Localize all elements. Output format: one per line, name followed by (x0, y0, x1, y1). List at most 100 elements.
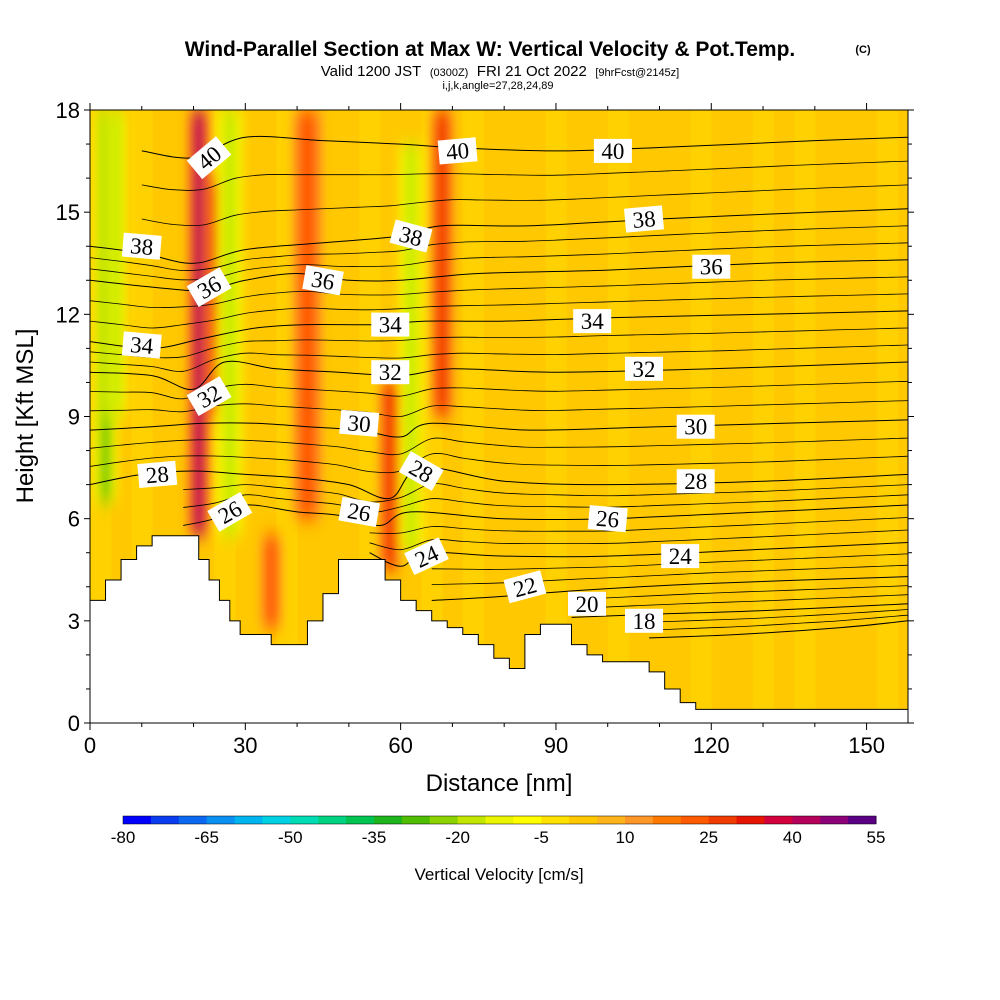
contour-label-box (587, 505, 628, 533)
texture-stripe (483, 110, 506, 723)
contour-label: 32 (371, 360, 410, 385)
texture-stripe (566, 110, 589, 723)
colorbar-segment (625, 816, 654, 824)
contour-label: 22 (503, 570, 547, 604)
x-tick-label: 0 (84, 733, 96, 758)
y-tick-label: 15 (56, 200, 80, 225)
texture-stripe (649, 110, 671, 723)
theta-contour-line (571, 603, 908, 618)
contour-label-text: 30 (347, 410, 372, 437)
contour-label-box (437, 137, 478, 165)
contour-label-text: 24 (669, 544, 693, 569)
texture-stripe (835, 110, 858, 723)
contour-label: 28 (676, 469, 715, 494)
contour-label-text: 30 (684, 415, 707, 440)
forecast-label: [9hrFcst@2145z] (595, 67, 679, 79)
colorbar-segment (178, 816, 208, 824)
contour-label-text: 26 (595, 506, 620, 533)
colorbar-tick-label: 25 (699, 828, 718, 847)
contour-label-text: 36 (309, 266, 336, 295)
colorbar-segment (429, 816, 459, 824)
texture-stripe (814, 110, 837, 723)
contour-label: 32 (625, 356, 663, 382)
colorbar-segment (485, 816, 514, 824)
contour-label: 34 (371, 312, 410, 338)
theta-contour-line (369, 517, 908, 534)
theta-contour-line (649, 620, 908, 639)
theta-contour-line (369, 529, 908, 551)
velocity-band (298, 110, 317, 519)
contour-label-text: 26 (346, 498, 373, 527)
contour-label-box (573, 309, 612, 334)
colorbar-segment (262, 816, 291, 824)
terrain (90, 535, 908, 723)
theta-contours (90, 135, 908, 639)
velocity-band (111, 110, 121, 417)
colorbar-segment (457, 816, 487, 824)
colorbar-segment (318, 816, 347, 824)
theta-contour-line (90, 327, 908, 359)
chart-title: Wind-Parallel Section at Max W: Vertical… (185, 38, 796, 61)
theta-contour-line (90, 453, 908, 474)
theta-contour-line (90, 293, 908, 329)
indices-label: i,j,k,angle=27,28,24,89 (442, 80, 553, 92)
texture-stripe (731, 110, 754, 723)
texture-stripe (545, 110, 568, 723)
contour-label-text: 34 (379, 313, 403, 338)
colorbar-segment (569, 816, 598, 824)
theta-contour-line (141, 184, 908, 227)
colorbar-segment (123, 816, 152, 824)
y-axis-label: Height [Kft MSL] (12, 329, 39, 504)
theta-contour-line (141, 160, 908, 191)
contour-label-box (338, 496, 380, 528)
velocity-band (385, 382, 396, 570)
contour-label-box (503, 570, 547, 604)
colorbar: -80 -65 -50 -35 -20 -5 10 25 40 55 (111, 815, 885, 847)
contour-label: 24 (661, 544, 700, 569)
theta-contour-line (183, 494, 908, 513)
texture-stripe (524, 110, 547, 723)
texture-stripe (276, 110, 299, 723)
colorbar-label: Vertical Velocity [cm/s] (414, 865, 583, 884)
y-tick-label: 9 (68, 405, 80, 430)
texture-stripe (462, 110, 485, 723)
texture-stripe (628, 110, 651, 723)
contour-label: 38 (121, 232, 162, 260)
texture-stripe (856, 110, 878, 723)
valid-time-label: Valid 1200 JST (321, 63, 422, 80)
colorbar-tick-label: -65 (194, 828, 219, 847)
contour-label: 38 (624, 205, 664, 233)
x-axis: 0 30 60 90 120 150 (84, 103, 885, 758)
valid-date-label: FRI 21 Oct 2022 (477, 63, 587, 80)
contour-label-text: 40 (601, 139, 624, 164)
contour-label: 30 (339, 409, 380, 437)
contour-label-text: 36 (700, 255, 723, 280)
y-tick-label: 12 (56, 302, 80, 327)
colorbar-tick-label: -35 (362, 828, 387, 847)
x-tick-label: 30 (233, 733, 257, 758)
texture-stripe (255, 110, 278, 723)
contour-label-box (624, 205, 664, 233)
contour-label: 36 (302, 265, 344, 296)
colorbar-segment (652, 816, 682, 824)
colorbar-tick-label: 10 (616, 828, 635, 847)
theta-contour-line (90, 437, 908, 456)
contour-label-box (661, 544, 700, 569)
contour-label: 36 (692, 254, 731, 280)
contour-label-box (625, 356, 663, 381)
colorbar-segment (374, 816, 403, 824)
contour-label-text: 38 (631, 206, 656, 233)
contour-label-box (593, 138, 632, 163)
contour-label-box (692, 254, 731, 279)
colorbar-segment (346, 816, 375, 824)
contour-label-box (186, 136, 232, 180)
theta-contour-line (649, 609, 908, 623)
x-tick-label: 120 (693, 733, 730, 758)
contour-label-box (625, 608, 663, 633)
texture-stripe (317, 110, 340, 723)
valid-utc-label: (0300Z) (430, 67, 469, 79)
x-tick-label: 60 (388, 733, 412, 758)
y-tick-label: 3 (68, 609, 80, 634)
